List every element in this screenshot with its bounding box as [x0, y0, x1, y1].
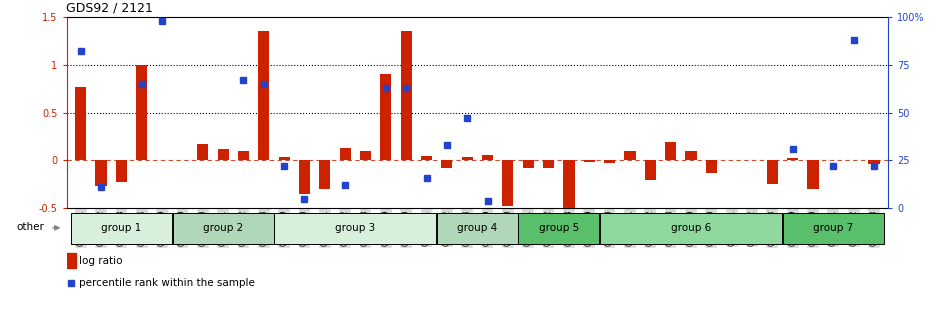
Bar [645, 161, 656, 179]
Text: group 4: group 4 [457, 223, 498, 233]
Bar [868, 161, 880, 164]
Bar [75, 87, 86, 161]
Bar [783, 213, 884, 244]
Bar [706, 161, 717, 173]
Bar [583, 161, 595, 162]
Bar [116, 161, 127, 181]
Bar [275, 213, 436, 244]
Bar [503, 161, 514, 206]
Bar [624, 151, 636, 161]
Text: group 6: group 6 [671, 223, 711, 233]
Bar [421, 156, 432, 161]
Bar [136, 65, 147, 161]
Bar [278, 157, 290, 161]
Bar [67, 253, 76, 268]
Text: percentile rank within the sample: percentile rank within the sample [79, 278, 255, 288]
Text: log ratio: log ratio [79, 256, 123, 266]
Bar [685, 151, 696, 161]
Bar [665, 142, 676, 161]
Bar [808, 161, 819, 189]
Bar [238, 151, 249, 161]
Text: group 3: group 3 [335, 223, 375, 233]
Bar [339, 148, 351, 161]
Bar [360, 151, 371, 161]
Bar [218, 149, 229, 161]
Bar [173, 213, 274, 244]
Bar [522, 161, 534, 168]
Bar [787, 158, 798, 161]
Bar [462, 157, 473, 161]
Bar [599, 213, 782, 244]
Text: GDS92 / 2121: GDS92 / 2121 [66, 1, 153, 14]
Bar [380, 74, 391, 161]
Text: group 7: group 7 [813, 223, 853, 233]
Bar [441, 161, 452, 168]
Bar [258, 31, 270, 161]
Bar [437, 213, 518, 244]
Bar [604, 161, 616, 163]
Bar [543, 161, 554, 168]
Bar [519, 213, 599, 244]
Text: group 1: group 1 [102, 223, 142, 233]
Bar [767, 161, 778, 184]
Text: group 2: group 2 [203, 223, 243, 233]
Text: group 5: group 5 [539, 223, 579, 233]
Text: other: other [16, 222, 45, 232]
Bar [401, 31, 411, 161]
Bar [198, 144, 208, 161]
Bar [71, 213, 172, 244]
Bar [482, 155, 493, 161]
Bar [563, 161, 575, 214]
Bar [319, 161, 331, 189]
Bar [299, 161, 310, 194]
Bar [96, 161, 106, 186]
